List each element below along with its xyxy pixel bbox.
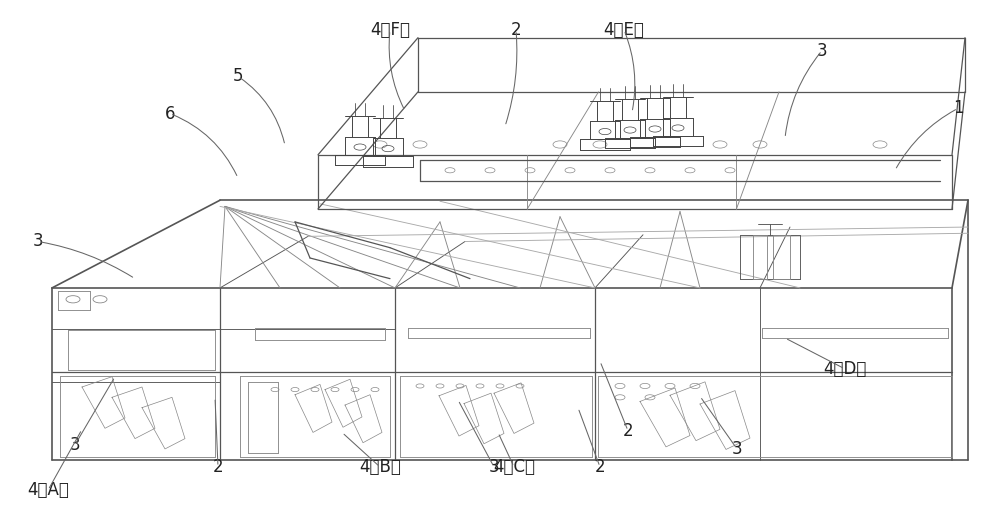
Text: 3: 3 [817,42,827,59]
Text: 5: 5 [233,68,243,85]
Text: 4（A）: 4（A） [27,481,69,499]
Text: 2: 2 [595,458,605,476]
Text: 3: 3 [489,458,499,476]
Text: 6: 6 [165,105,175,122]
Text: 2: 2 [511,21,521,39]
Text: 4（C）: 4（C） [493,458,535,476]
Text: 3: 3 [732,440,742,458]
Text: 4（D）: 4（D） [823,360,867,378]
Text: 3: 3 [70,436,80,454]
Text: 3: 3 [33,233,43,250]
Text: 4（E）: 4（E） [604,21,644,39]
Text: 2: 2 [213,458,223,476]
Text: 1: 1 [953,100,963,117]
Text: 2: 2 [623,422,633,440]
Text: 4（B）: 4（B） [359,458,401,476]
Text: 4（F）: 4（F） [370,21,410,39]
